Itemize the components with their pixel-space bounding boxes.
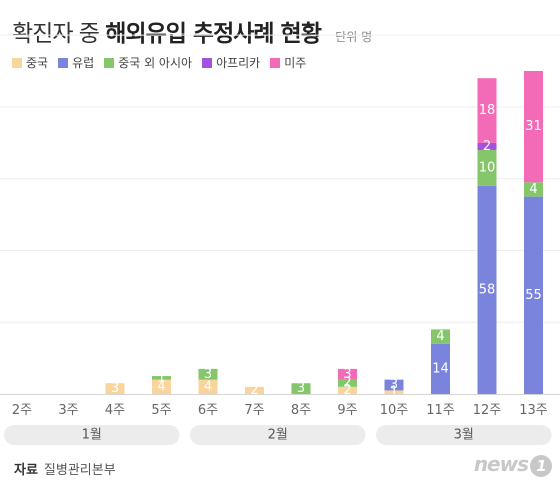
- bar-segment: [477, 185, 497, 394]
- x-tick-label: 11주: [426, 403, 455, 418]
- bar-segment: [477, 149, 497, 186]
- news1-logo: news 1: [474, 452, 552, 477]
- data-label: 2: [343, 383, 351, 398]
- data-label: 4: [529, 182, 537, 197]
- legend-swatch: [104, 57, 115, 68]
- data-label: 18: [479, 103, 496, 118]
- bar-segment: [384, 390, 404, 394]
- data-label: 1: [157, 370, 165, 385]
- data-label: 10: [479, 160, 496, 175]
- x-tick-label: 7주: [244, 403, 264, 418]
- bar-segment: [338, 379, 357, 387]
- data-label: 2: [343, 376, 351, 391]
- legend-swatch: [12, 57, 22, 68]
- bar-segment: [431, 329, 450, 344]
- x-tick-label: 6주: [198, 403, 218, 418]
- legend-item-미주: 미주: [270, 54, 306, 71]
- legend-swatch: [58, 57, 69, 68]
- bar-segment: [384, 379, 404, 391]
- bar-segment: [338, 386, 357, 394]
- month-band: [190, 425, 366, 445]
- legend: 중국 유럽 중국 외 아시아 아프리카 미주: [12, 54, 306, 71]
- data-label: 3: [343, 367, 351, 382]
- x-tick-label: 4주: [105, 403, 125, 418]
- bar-segment: [152, 376, 171, 380]
- bar-segment: [524, 196, 543, 394]
- bar-segment: [477, 78, 497, 143]
- chart-title: 확진자 중 해외유입 추정사례 현황 단위 명: [12, 14, 372, 48]
- month-label: 2월: [268, 428, 288, 443]
- source-name: 질병관리본부: [43, 463, 116, 478]
- bar-segment: [524, 71, 543, 183]
- bar-segment: [198, 368, 218, 380]
- legend-swatch: [202, 57, 213, 68]
- source-note: 자료 질병관리본부: [14, 459, 116, 478]
- data-label: 4: [157, 379, 165, 394]
- bar-segment: [245, 386, 264, 394]
- x-tick-label: 13주: [519, 403, 548, 418]
- legend-label: 미주: [284, 56, 307, 70]
- x-tick-label: 3주: [58, 403, 78, 418]
- data-label: 2: [483, 139, 491, 154]
- title-bold: 해외유입 추정사례 현황: [105, 21, 322, 47]
- bar-segment: [477, 142, 497, 150]
- data-label: 2: [250, 383, 258, 398]
- data-label: 4: [204, 379, 212, 394]
- unit-label: 단위 명: [335, 30, 373, 44]
- legend-label: 아프리카: [216, 56, 261, 70]
- x-tick-label: 2주: [12, 403, 32, 418]
- data-label: 1: [390, 385, 398, 400]
- data-label: 14: [432, 361, 449, 376]
- x-tick-label: 10주: [380, 403, 409, 418]
- bar-segment: [105, 383, 125, 394]
- data-label: 4: [436, 329, 444, 344]
- legend-label: 유럽: [72, 56, 95, 70]
- x-tick-label: 12주: [473, 403, 502, 418]
- x-tick-label: 9주: [337, 403, 357, 418]
- data-label: 31: [525, 119, 542, 134]
- bar-segment: [524, 182, 543, 197]
- x-tick-label: 5주: [151, 403, 171, 418]
- legend-item-중국-외-아시아: 중국 외 아시아: [104, 54, 192, 71]
- legend-item-유럽: 유럽: [58, 54, 94, 71]
- legend-item-중국: 중국: [12, 54, 48, 71]
- data-label: 58: [479, 282, 496, 297]
- logo-text: news: [473, 452, 529, 476]
- month-label: 1월: [82, 428, 102, 443]
- data-label: 3: [111, 381, 119, 396]
- x-tick-label: 8주: [291, 403, 311, 418]
- legend-label: 중국 외 아시아: [118, 56, 193, 70]
- bar-segment: [338, 368, 357, 380]
- title-prefix: 확진자 중: [12, 21, 100, 47]
- data-label: 3: [390, 378, 398, 393]
- data-label: 3: [204, 367, 212, 382]
- bar-segment: [291, 383, 311, 394]
- bar-segment: [198, 379, 218, 394]
- legend-item-아프리카: 아프리카: [202, 54, 260, 71]
- bar-segment: [431, 343, 450, 394]
- month-label: 3월: [454, 428, 474, 443]
- legend-label: 중국: [26, 56, 49, 70]
- bar-segment: [152, 379, 171, 394]
- legend-swatch: [270, 57, 281, 68]
- month-band: [376, 425, 552, 445]
- data-label: 3: [297, 381, 305, 396]
- logo-number: 1: [530, 455, 552, 477]
- source-label: 자료: [14, 463, 38, 478]
- month-band: [4, 425, 180, 445]
- data-label: 55: [525, 288, 542, 303]
